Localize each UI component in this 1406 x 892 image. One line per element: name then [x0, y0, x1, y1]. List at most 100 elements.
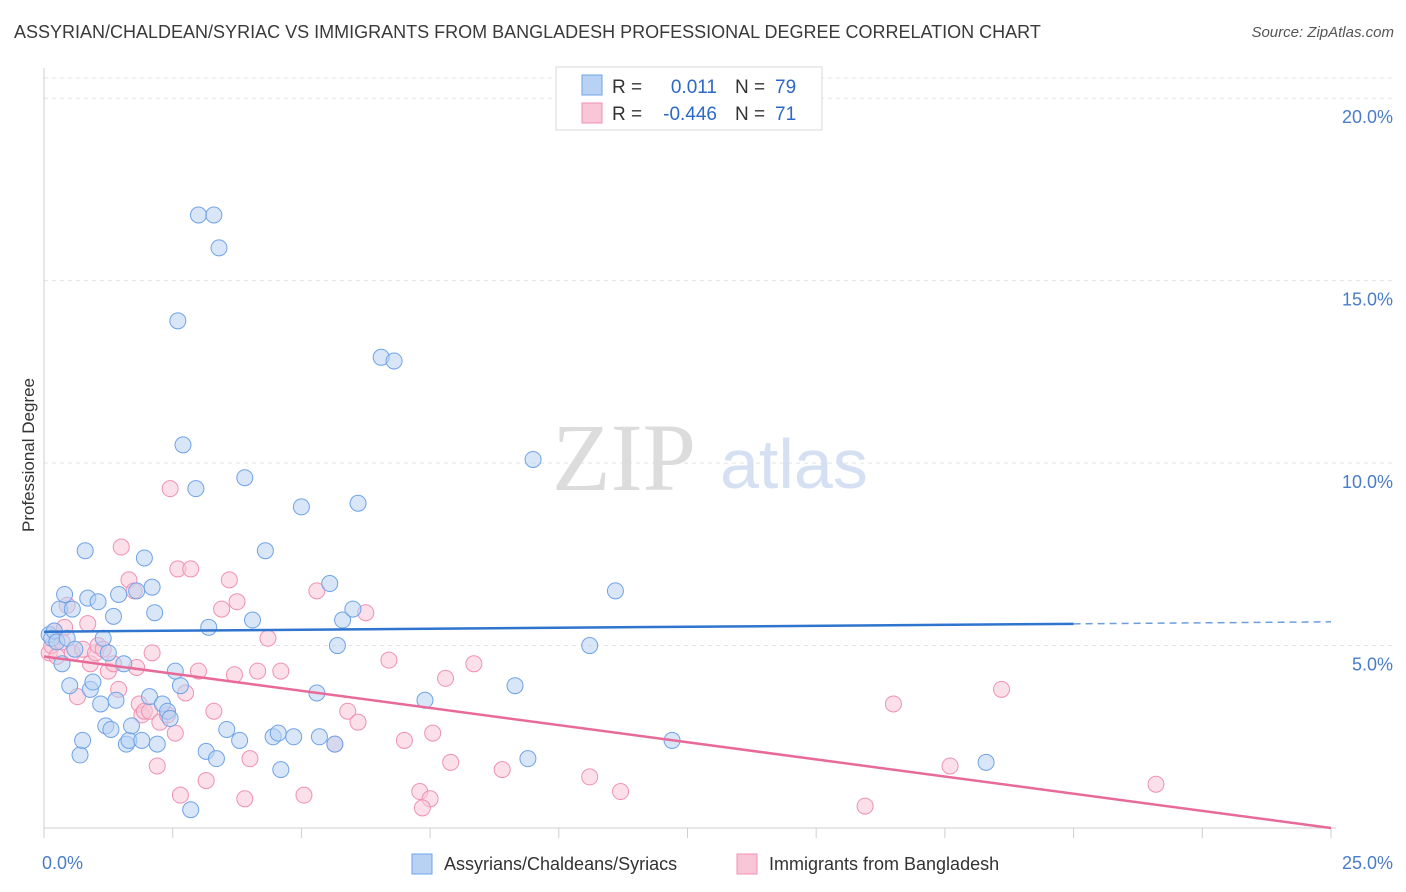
bangladesh-point: [197, 772, 215, 790]
bangladesh-point: [941, 757, 959, 775]
stats-r-label-blue: R =: [612, 77, 642, 98]
assyrian-point: [349, 494, 367, 512]
bangladesh-point: [442, 753, 460, 771]
assyrian-point: [506, 677, 524, 695]
y-axis-title: Professional Degree: [19, 378, 38, 532]
bangladesh-point: [413, 799, 431, 817]
assyrian-point: [92, 695, 110, 713]
source-credit: Source: ZipAtlas.com: [1251, 24, 1394, 41]
y-tick-label: 20.0%: [1342, 107, 1393, 127]
bangladesh-point: [884, 695, 902, 713]
legend-label-blue: Assyrians/Chaldeans/Syriacs: [444, 854, 677, 874]
legend-swatch-pink: [736, 853, 758, 875]
assyrian-point: [71, 746, 89, 764]
assyrian-point: [292, 498, 310, 516]
bangladesh-point: [236, 790, 254, 808]
bangladesh-point: [493, 761, 511, 779]
bangladesh-point: [349, 713, 367, 731]
stats-n-value-pink: 71: [775, 104, 796, 125]
assyrian-point: [141, 688, 159, 706]
assyrian-point: [385, 352, 403, 370]
assyrian-point: [334, 611, 352, 629]
bangladesh-point: [465, 655, 483, 673]
bangladesh-point: [213, 600, 231, 618]
stats-r-value-pink: -0.446: [663, 104, 717, 125]
bangladesh-point: [308, 582, 326, 600]
legend: Assyrians/Chaldeans/Syriacs Immigrants f…: [411, 853, 999, 875]
assyrian-point: [243, 611, 261, 629]
legend-label-pink: Immigrants from Bangladesh: [769, 854, 999, 874]
assyrian-point: [89, 593, 107, 611]
bangladesh-point: [241, 750, 259, 768]
bangladesh-point: [380, 651, 398, 669]
watermark-zip: ZIP: [552, 404, 696, 511]
bangladesh-point: [205, 702, 223, 720]
stats-swatch-pink: [581, 102, 603, 124]
stats-swatch-blue: [581, 74, 603, 96]
y-tick-labels: 20.0% 15.0% 10.0% 5.0%: [1342, 107, 1393, 674]
bangladesh-point: [112, 538, 130, 556]
assyrian-point: [66, 640, 84, 658]
axes: [43, 68, 1336, 829]
assyrian-point: [61, 677, 79, 695]
assyrian-point: [205, 206, 223, 224]
assyrian-point: [310, 728, 328, 746]
assyrian-point: [102, 720, 120, 738]
assyrian-point: [272, 761, 290, 779]
assyrian-point: [285, 728, 303, 746]
assyrian-point: [200, 618, 218, 636]
assyrian-point: [210, 239, 228, 257]
assyrian-point: [182, 801, 200, 819]
assyrian-point: [133, 731, 151, 749]
assyrian-point: [524, 450, 542, 468]
x-tick-label-min: 0.0%: [42, 853, 83, 873]
stats-n-value-blue: 79: [775, 77, 796, 98]
assyrian-point: [56, 585, 74, 603]
bangladesh-point: [166, 724, 184, 742]
assyrian-point: [977, 753, 995, 771]
assyrian-point: [207, 750, 225, 768]
assyrian-point: [63, 600, 81, 618]
bangladesh-point: [424, 724, 442, 742]
assyrian-trend-line: [43, 622, 1074, 633]
assyrian-point: [187, 480, 205, 498]
assyrian-point: [218, 720, 236, 738]
stats-n-label-pink: N =: [735, 104, 765, 125]
watermark-atlas: atlas: [720, 425, 868, 503]
assyrian-point: [128, 582, 146, 600]
bangladesh-point: [171, 786, 189, 804]
assyrian-point: [99, 644, 117, 662]
assyrian-point: [269, 724, 287, 742]
assyrian-point: [74, 731, 92, 749]
stats-r-label-pink: R =: [612, 104, 642, 125]
bangladesh-point: [612, 783, 630, 801]
assyrian-point: [519, 750, 537, 768]
assyrian-points: [40, 206, 995, 819]
y-tick-label: 10.0%: [1342, 472, 1393, 492]
assyrian-point: [236, 469, 254, 487]
trend-lines: [43, 621, 1332, 830]
assyrian-trend-line-extension: [1073, 621, 1332, 625]
assyrian-point: [107, 691, 125, 709]
bangladesh-point: [993, 680, 1011, 698]
assyrian-point: [143, 578, 161, 596]
bangladesh-point: [182, 560, 200, 578]
assyrian-point: [115, 655, 133, 673]
assyrian-point: [606, 582, 624, 600]
assyrian-point: [344, 600, 362, 618]
gridlines: [44, 77, 1392, 647]
bangladesh-point: [1147, 775, 1165, 793]
assyrian-point: [256, 542, 274, 560]
assyrian-point: [123, 717, 141, 735]
bangladesh-point: [581, 768, 599, 786]
assyrian-point: [104, 607, 122, 625]
assyrian-point: [135, 549, 153, 567]
assyrian-point: [328, 637, 346, 655]
bangladesh-point: [189, 662, 207, 680]
bangladesh-point: [259, 629, 277, 647]
bangladesh-point: [272, 662, 290, 680]
chart-title: ASSYRIAN/CHALDEAN/SYRIAC VS IMMIGRANTS F…: [14, 22, 1041, 42]
assyrian-point: [174, 436, 192, 454]
assyrian-point: [189, 206, 207, 224]
